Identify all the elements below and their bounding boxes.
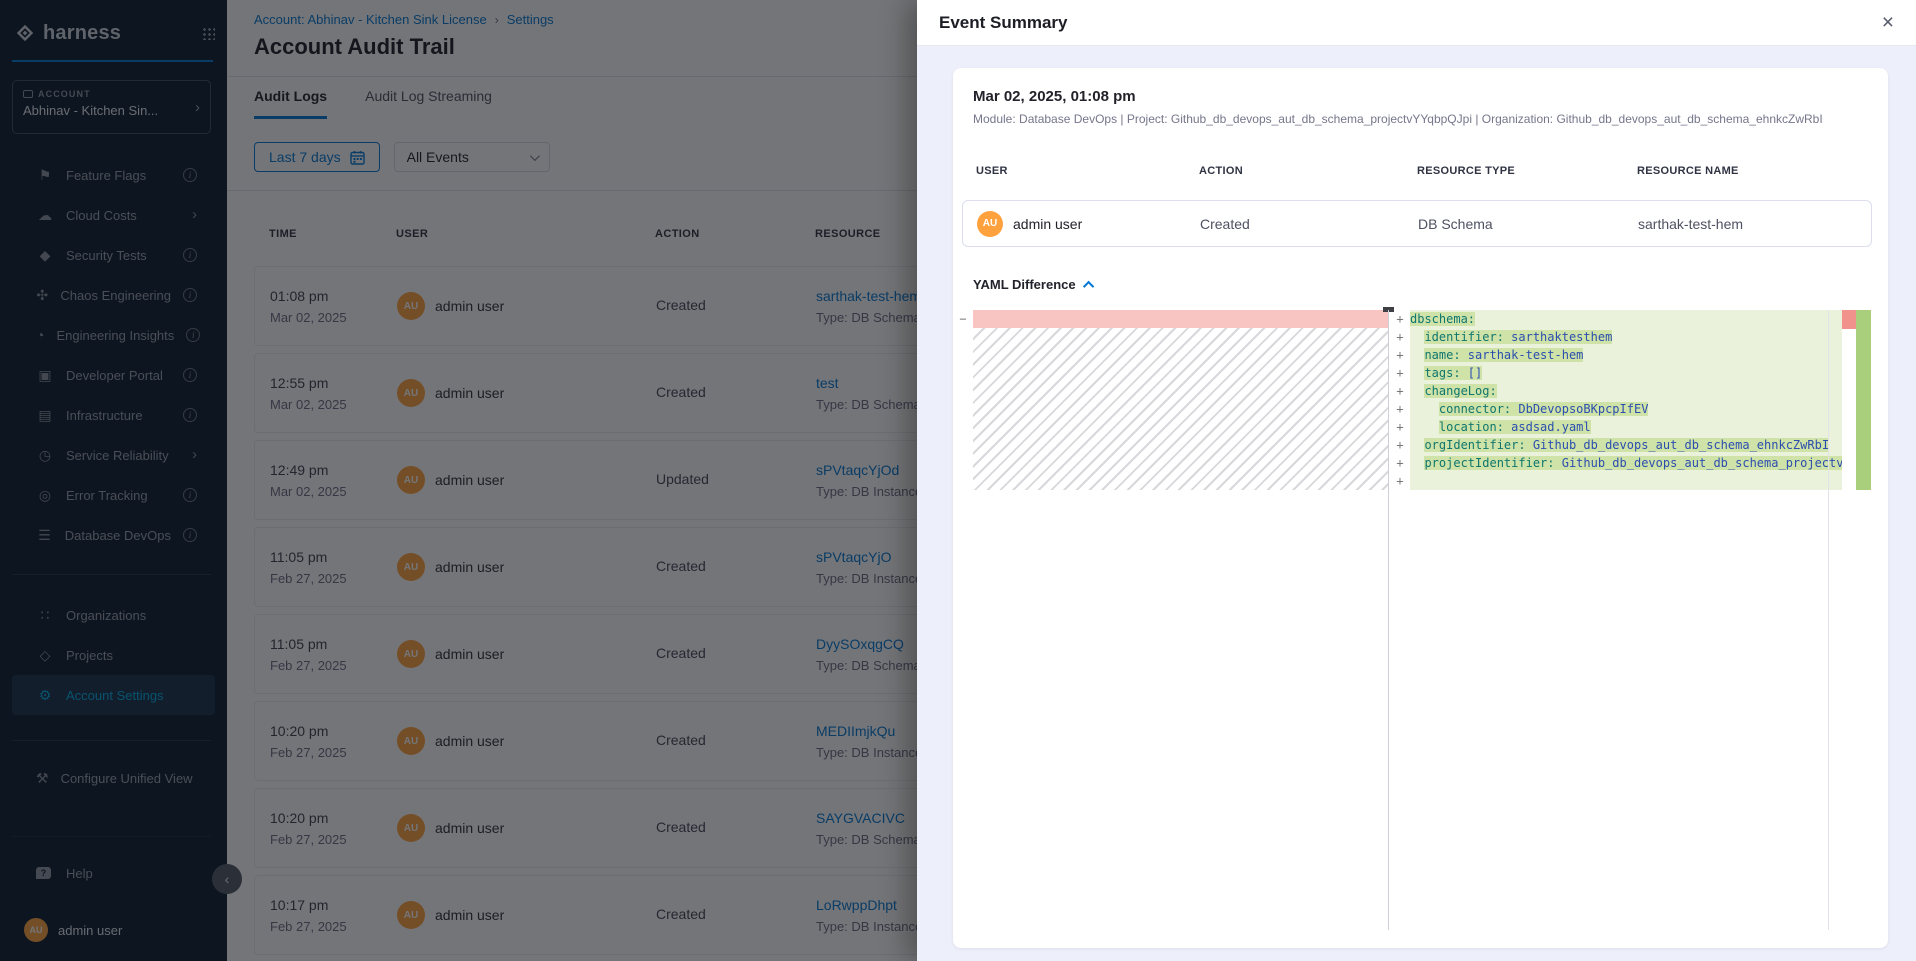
drawer-body: Mar 02, 2025, 01:08 pm Module: Database … <box>917 46 1916 961</box>
diff-add-marker: + <box>1396 438 1404 452</box>
event-action: Created <box>1200 215 1250 232</box>
diff-added-line: + projectIdentifier: Github_db_devops_au… <box>1390 454 1842 472</box>
diff-added-line: + tags: [] <box>1390 364 1842 382</box>
yaml-key: changeLog: <box>1424 384 1497 398</box>
yaml-value: [] <box>1460 366 1483 380</box>
diff-added-line: + dbschema: <box>1390 310 1842 328</box>
yaml-key: projectIdentifier: <box>1424 456 1555 470</box>
diff-added-line: + name: sarthak-test-hem <box>1390 346 1842 364</box>
diff-deleted-line <box>973 310 1388 328</box>
diff-added-line: + identifier: sarthaktesthem <box>1390 328 1842 346</box>
yaml-value: sarthaktesthem <box>1503 330 1613 344</box>
event-summary-drawer: Event Summary × Mar 02, 2025, 01:08 pm M… <box>917 0 1916 961</box>
event-timestamp: Mar 02, 2025, 01:08 pm <box>973 88 1136 105</box>
yaml-key: dbschema: <box>1410 312 1476 326</box>
diff-add-marker: + <box>1396 456 1404 470</box>
yaml-key: identifier: <box>1424 330 1504 344</box>
col-resource-name: RESOURCE NAME <box>1637 165 1739 177</box>
yaml-value: DbDevopsoBKpcpIfEV <box>1511 402 1649 416</box>
diff-added-line: + orgIdentifier: Github_db_devops_aut_db… <box>1390 436 1842 454</box>
yaml-key: tags: <box>1424 366 1461 380</box>
drawer-title: Event Summary <box>939 12 1068 32</box>
yaml-value: sarthak-test-hem <box>1460 348 1584 362</box>
event-scope-line: Module: Database DevOps | Project: Githu… <box>973 112 1823 126</box>
yaml-key: location: <box>1438 420 1504 434</box>
diff-add-marker: + <box>1396 366 1404 380</box>
col-resource-type: RESOURCE TYPE <box>1417 165 1516 177</box>
diff-add-marker: + <box>1396 420 1404 434</box>
yaml-value: Github_db_devops_aut_db_schema_ehnkcZwRb… <box>1525 438 1830 452</box>
diff-added-line: + <box>1390 472 1842 490</box>
event-resource-name: sarthak-test-hem <box>1638 215 1744 232</box>
yaml-value: asdsad.yaml <box>1503 420 1591 434</box>
yaml-difference-toggle[interactable]: YAML Difference <box>973 277 1094 292</box>
diff-add-marker: + <box>1396 330 1404 344</box>
diff-ruler-deleted <box>1842 310 1856 329</box>
close-icon[interactable]: × <box>1881 11 1894 34</box>
diff-empty-region <box>973 328 1388 490</box>
diff-ruler-added <box>1856 310 1871 490</box>
diff-right-edge-line <box>1828 310 1829 930</box>
diff-pane-divider <box>1388 310 1389 930</box>
yaml-difference-label: YAML Difference <box>973 277 1076 292</box>
yaml-key: connector: <box>1438 402 1512 416</box>
yaml-value: Github_db_devops_aut_db_schema_projectvY… <box>1561 456 1842 470</box>
diff-splitter-handle[interactable] <box>1383 307 1394 312</box>
diff-add-marker: + <box>1396 312 1404 326</box>
diff-add-marker: + <box>1396 384 1404 398</box>
event-table-row: AU admin user Created DB Schema sarthak-t… <box>962 200 1872 247</box>
yaml-key: name: <box>1424 348 1461 362</box>
user-avatar: AU <box>977 210 1003 237</box>
event-resource-type: DB Schema <box>1418 215 1493 232</box>
col-action: ACTION <box>1199 165 1243 177</box>
diff-added-line: + location: asdsad.yaml <box>1390 418 1842 436</box>
diff-add-marker: + <box>1396 348 1404 362</box>
col-user: USER <box>976 165 1008 177</box>
diff-add-marker: + <box>1396 402 1404 416</box>
chevron-up-icon <box>1082 280 1094 292</box>
yaml-key: orgIdentifier: <box>1424 438 1526 452</box>
diff-added-pane: + dbschema: + identifier: sarthaktesthem + … <box>1390 310 1842 490</box>
diff-added-line: + changeLog: <box>1390 382 1842 400</box>
diff-add-marker: + <box>1396 474 1404 488</box>
event-user: admin user <box>1013 215 1083 232</box>
diff-delete-marker: − <box>959 312 967 326</box>
event-card: Mar 02, 2025, 01:08 pm Module: Database … <box>953 68 1888 948</box>
event-table-header: USER ACTION RESOURCE TYPE RESOURCE NAME <box>976 165 1868 177</box>
diff-added-line: + connector: DbDevopsoBKpcpIfEV <box>1390 400 1842 418</box>
